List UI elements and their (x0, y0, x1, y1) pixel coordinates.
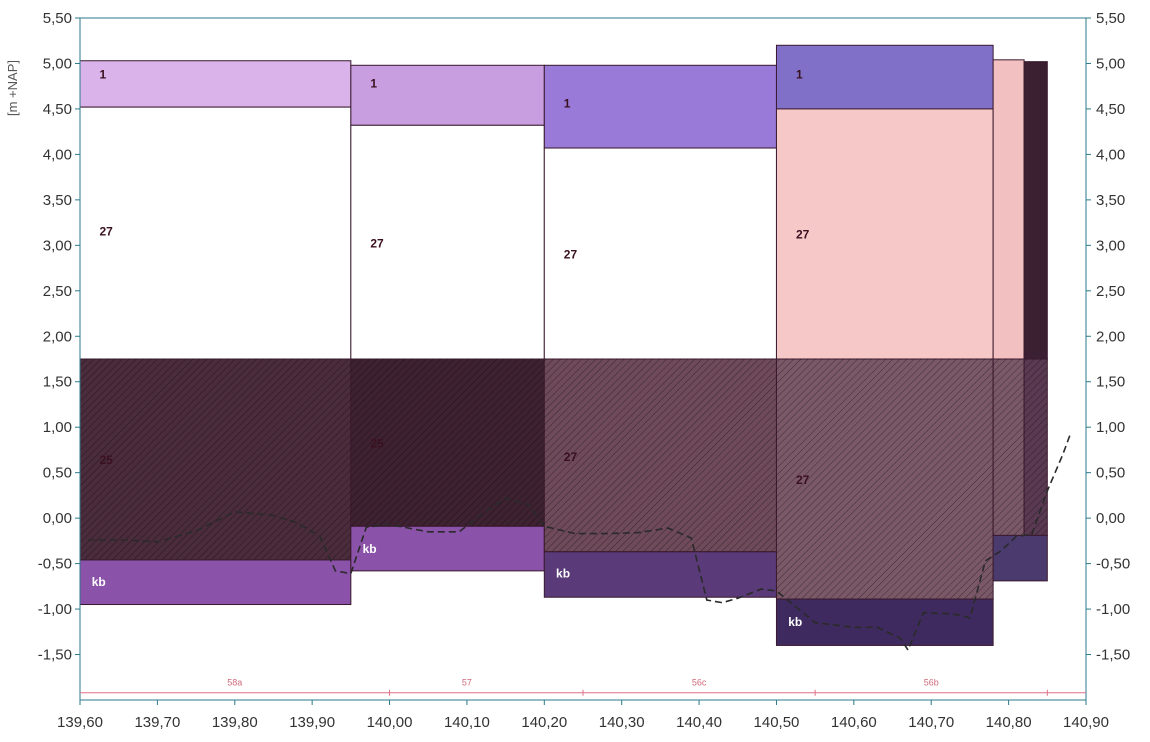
layer-block (992, 59, 1025, 360)
y-axis-label: [m +NAP] (5, 60, 20, 116)
x-tick-label: 140,10 (444, 714, 490, 731)
layer-block (543, 147, 777, 360)
layer-block (775, 108, 994, 360)
layer-block (992, 534, 1048, 582)
y-tick-label-right: 3,50 (1096, 192, 1125, 209)
layer-label: kb (556, 567, 570, 581)
layer-block (543, 64, 777, 149)
y-tick-label-right: 2,00 (1096, 328, 1125, 345)
y-tick-label-right: 5,50 (1096, 10, 1125, 27)
layer-hatch (80, 359, 351, 560)
layer-label: kb (92, 575, 106, 589)
groundwater-line (87, 433, 1072, 652)
layer-label: 27 (564, 450, 578, 464)
y-tick-label-left: 0,00 (43, 510, 72, 527)
layer-label: 25 (99, 453, 113, 467)
layer-block (350, 124, 545, 360)
y-tick-label-left: 2,00 (43, 328, 72, 345)
y-tick-label-right: 5,00 (1096, 55, 1125, 72)
layer-label: kb (363, 542, 377, 556)
layer-block (775, 598, 994, 646)
layer-hatch (993, 359, 1025, 536)
y-tick-label-left: 5,00 (43, 55, 72, 72)
layer-label: 27 (99, 225, 113, 239)
layer-block (775, 44, 994, 110)
layer-label: 1 (370, 76, 377, 90)
section-label: 56b (924, 678, 939, 688)
y-tick-label-right: 4,50 (1096, 101, 1125, 118)
section-label: 56c (692, 678, 707, 688)
section-markers: 58a 57 56c 56b (80, 678, 1086, 696)
layer-labels: 1 27 25 kb 1 27 25 kb 1 27 27 kb 1 27 27 kb (92, 67, 810, 628)
y-tick-label-left: 4,00 (43, 146, 72, 163)
y-tick-label-right: 0,50 (1096, 465, 1125, 482)
layer-blocks (79, 44, 1048, 646)
x-tick-label: 140,90 (1063, 714, 1109, 731)
y-tick-label-left: 3,00 (43, 237, 72, 254)
y-tick-label-right: -1,00 (1096, 601, 1130, 618)
groundwater-series (87, 433, 1072, 652)
layer-label: 27 (796, 227, 810, 241)
layer-label: 1 (99, 67, 106, 81)
y-tick-label-left: 3,50 (43, 192, 72, 209)
layer-label: 1 (564, 96, 571, 110)
x-tick-label: 139,80 (212, 714, 258, 731)
layer-hatch (544, 359, 777, 552)
layer-hatch (776, 359, 994, 600)
y-tick-label-left: -1,00 (38, 601, 72, 618)
layer-label: 27 (564, 247, 578, 261)
layer-label: 27 (370, 237, 384, 251)
layer-block (79, 559, 352, 606)
y-tick-label-left: 2,50 (43, 283, 72, 300)
x-tick-label: 140,00 (367, 714, 413, 731)
y-tick-label-left: 4,50 (43, 101, 72, 118)
layer-block (79, 60, 352, 108)
layer-block (1023, 61, 1048, 360)
axes: 5,50 5,50 5,00 5,00 4,50 4,50 4,00 4,00 3,50 3,50… (38, 10, 1130, 731)
y-tick-label-right: -1,50 (1096, 647, 1130, 664)
layer-block (350, 525, 545, 572)
y-tick-label-left: 5,50 (43, 10, 72, 27)
y-tick-label-left: 1,50 (43, 374, 72, 391)
y-tick-label-right: 1,50 (1096, 374, 1125, 391)
x-tick-label: 140,50 (754, 714, 800, 731)
layer-label: 25 (370, 437, 384, 451)
section-label: 57 (462, 678, 472, 688)
y-tick-label-left: -1,50 (38, 647, 72, 664)
y-tick-label-left: 1,00 (43, 419, 72, 436)
y-tick-label-right: 0,00 (1096, 510, 1125, 527)
y-tick-label-right: 1,00 (1096, 419, 1125, 436)
y-tick-label-right: -0,50 (1096, 556, 1130, 573)
x-tick-label: 140,20 (521, 714, 567, 731)
x-tick-label: 140,40 (676, 714, 722, 731)
layer-label: 1 (796, 67, 803, 81)
y-tick-label-left: -0,50 (38, 556, 72, 573)
y-tick-label-right: 2,50 (1096, 283, 1125, 300)
x-tick-label: 139,90 (289, 714, 335, 731)
x-tick-label: 140,60 (831, 714, 877, 731)
layer-block (543, 551, 777, 598)
y-tick-label-right: 4,00 (1096, 146, 1125, 163)
x-tick-label: 140,80 (986, 714, 1032, 731)
layer-label: kb (788, 615, 802, 629)
x-tick-label: 140,30 (599, 714, 645, 731)
layer-label: 27 (796, 473, 810, 487)
x-tick-label: 140,70 (908, 714, 954, 731)
layer-block (79, 106, 352, 360)
layer-hatch (1024, 359, 1048, 536)
y-tick-label-left: 0,50 (43, 465, 72, 482)
section-label: 58a (227, 678, 242, 688)
layer-hatch (350, 359, 545, 527)
layer-block (350, 64, 545, 126)
x-tick-label: 139,60 (57, 714, 103, 731)
y-tick-label-right: 3,00 (1096, 237, 1125, 254)
x-tick-label: 139,70 (134, 714, 180, 731)
